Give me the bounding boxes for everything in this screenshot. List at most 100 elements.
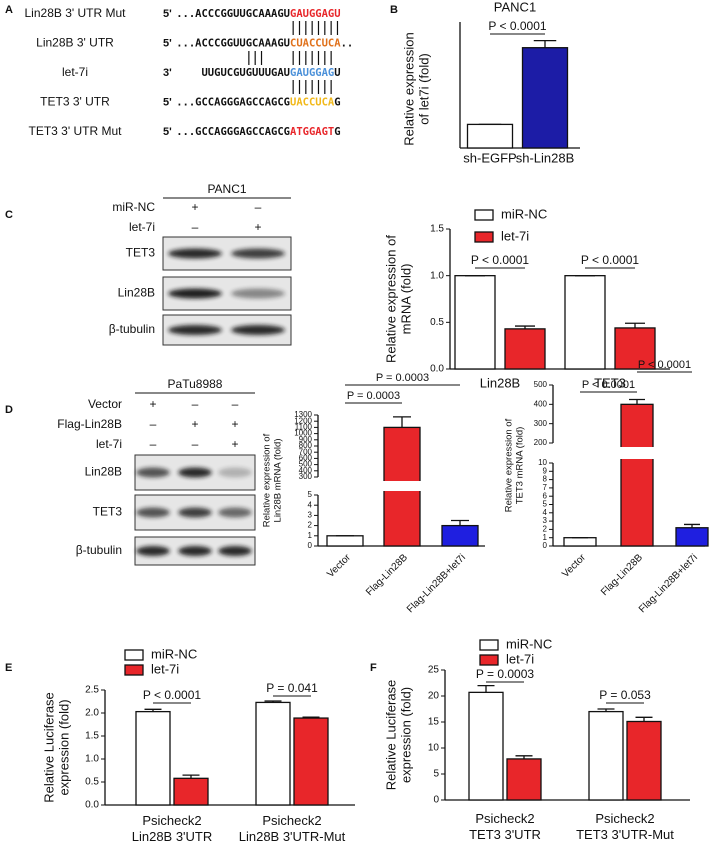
x-tick-label: Flag-Lin28B bbox=[599, 552, 645, 598]
bar bbox=[173, 777, 209, 806]
y-tick-label: 2 bbox=[543, 525, 548, 534]
y-tick-label: 6 bbox=[543, 491, 548, 500]
panel-label: B bbox=[390, 4, 398, 16]
blot-band bbox=[218, 546, 252, 556]
seed-site: CUACCUCA bbox=[290, 38, 341, 50]
x-tick-label-line: Psicheck2 bbox=[142, 813, 201, 828]
y-axis-label-line: Relative Luciferase bbox=[42, 692, 57, 803]
sequence-name: TET3 3' UTR Mut bbox=[29, 124, 123, 138]
condition-mark: + bbox=[254, 220, 261, 234]
condition-mark: – bbox=[192, 397, 199, 411]
error-bar bbox=[264, 700, 282, 703]
y-axis-label-line: Relative Luciferase bbox=[384, 680, 399, 791]
x-tick-label-line: Lin28B 3'UTR bbox=[132, 829, 213, 844]
y-tick-label: 900 bbox=[299, 435, 313, 444]
y-axis-label-line: mRNA (fold) bbox=[399, 264, 414, 335]
error-bar bbox=[533, 39, 557, 48]
error-bar bbox=[515, 325, 535, 329]
y-axis-label-line: Relative expression of bbox=[503, 418, 514, 512]
condition-mark: – bbox=[192, 220, 199, 234]
blot-band bbox=[231, 325, 285, 335]
sequence-suffix: G bbox=[334, 126, 340, 138]
y-tick-label: 200 bbox=[534, 438, 548, 447]
y-tick-label: 1100 bbox=[295, 423, 313, 432]
y-axis-label-line: expression (fold) bbox=[57, 699, 72, 795]
y-axis-label: Relative expressionof let7i (fold) bbox=[402, 32, 432, 145]
significance-label: P < 0.0001 bbox=[638, 359, 691, 371]
condition-name: miR-NC bbox=[112, 200, 155, 214]
y-axis-label-line: Relative expression bbox=[402, 32, 417, 145]
y-tick-label: 5 bbox=[308, 490, 313, 499]
significance-label: P = 0.041 bbox=[266, 681, 318, 695]
legend-swatch bbox=[124, 649, 144, 661]
x-tick-label-line: TET3 3'UTR bbox=[469, 827, 541, 842]
seed-site: ATGGAGT bbox=[290, 126, 334, 138]
sequence-site: GAUGGAGU bbox=[290, 8, 341, 20]
blot-band bbox=[168, 325, 222, 335]
panel-label: C bbox=[5, 209, 13, 221]
blot-band bbox=[178, 467, 212, 478]
y-tick-label: 300 bbox=[534, 419, 548, 428]
y-tick-label: 800 bbox=[299, 441, 313, 450]
y-axis-label-line: Relative expression of bbox=[261, 433, 272, 527]
condition-mark: – bbox=[150, 417, 157, 431]
axis-break bbox=[620, 447, 654, 459]
bar bbox=[466, 123, 514, 149]
y-tick-label: 1200 bbox=[294, 416, 312, 425]
condition-mark: + bbox=[191, 200, 198, 214]
bar bbox=[504, 328, 546, 370]
bar bbox=[255, 701, 291, 806]
sequence-prefix: ...ACCCGGUUGCAAAGU bbox=[176, 38, 290, 50]
blot-band bbox=[168, 288, 222, 299]
error-bar bbox=[635, 716, 653, 722]
y-tick-label: 1300 bbox=[294, 410, 312, 419]
error-bar bbox=[144, 708, 162, 712]
y-tick-label: 1.5 bbox=[85, 731, 99, 742]
y-axis-label: Relative Luciferaseexpression (fold) bbox=[42, 692, 72, 803]
error-bar bbox=[597, 708, 615, 712]
blot-band bbox=[218, 507, 252, 518]
band-name: TET3 bbox=[126, 246, 156, 260]
bar bbox=[506, 758, 542, 801]
sequence-suffix: U bbox=[334, 67, 340, 79]
band-name: β-tubulin bbox=[109, 322, 155, 336]
blot-band bbox=[218, 467, 252, 478]
condition-mark: – bbox=[150, 437, 157, 451]
sequence-name: Lin28B 3' UTR Mut bbox=[25, 6, 127, 20]
y-tick-label: 15 bbox=[428, 717, 440, 728]
y-tick-label: 10 bbox=[428, 743, 440, 754]
bar bbox=[620, 403, 654, 547]
blot-band bbox=[168, 248, 222, 259]
band-name: Lin28B bbox=[85, 465, 122, 479]
y-axis-label-line: Lin28B mRNA (fold) bbox=[272, 439, 283, 523]
x-tick-label: Vector bbox=[560, 552, 588, 580]
y-tick-label: 9 bbox=[543, 466, 548, 475]
y-tick-label: 2.0 bbox=[85, 708, 99, 719]
legend-swatch bbox=[474, 209, 494, 221]
y-tick-label: 400 bbox=[534, 399, 548, 408]
y-tick-label: 4 bbox=[308, 500, 313, 509]
x-tick-label-line: Lin28B 3'UTR-Mut bbox=[239, 829, 346, 844]
blot-band bbox=[178, 546, 212, 556]
error-bar bbox=[451, 519, 469, 526]
y-tick-label: 4 bbox=[543, 508, 548, 517]
condition-mark: – bbox=[232, 397, 239, 411]
significance-label: P = 0.0003 bbox=[347, 390, 400, 402]
x-tick-label-line: Psicheck2 bbox=[262, 813, 321, 828]
legend-label: let-7i bbox=[151, 661, 179, 676]
condition-name: Vector bbox=[88, 397, 122, 411]
bar bbox=[626, 720, 662, 801]
y-tick-label: 1 bbox=[308, 531, 313, 540]
panel-label: E bbox=[5, 662, 12, 674]
strand-end: 5' bbox=[163, 126, 172, 138]
blot-band bbox=[136, 546, 170, 556]
y-tick-label: 25 bbox=[428, 665, 440, 676]
bar bbox=[468, 691, 504, 801]
blot-title: PaTu8988 bbox=[168, 377, 223, 391]
x-tick-label-line: Psicheck2 bbox=[475, 811, 534, 826]
y-tick-label: 10 bbox=[538, 458, 547, 467]
condition-name: Flag-Lin28B bbox=[57, 417, 122, 431]
legend-swatch bbox=[124, 664, 144, 676]
error-bar bbox=[515, 755, 533, 759]
bar bbox=[454, 275, 496, 370]
